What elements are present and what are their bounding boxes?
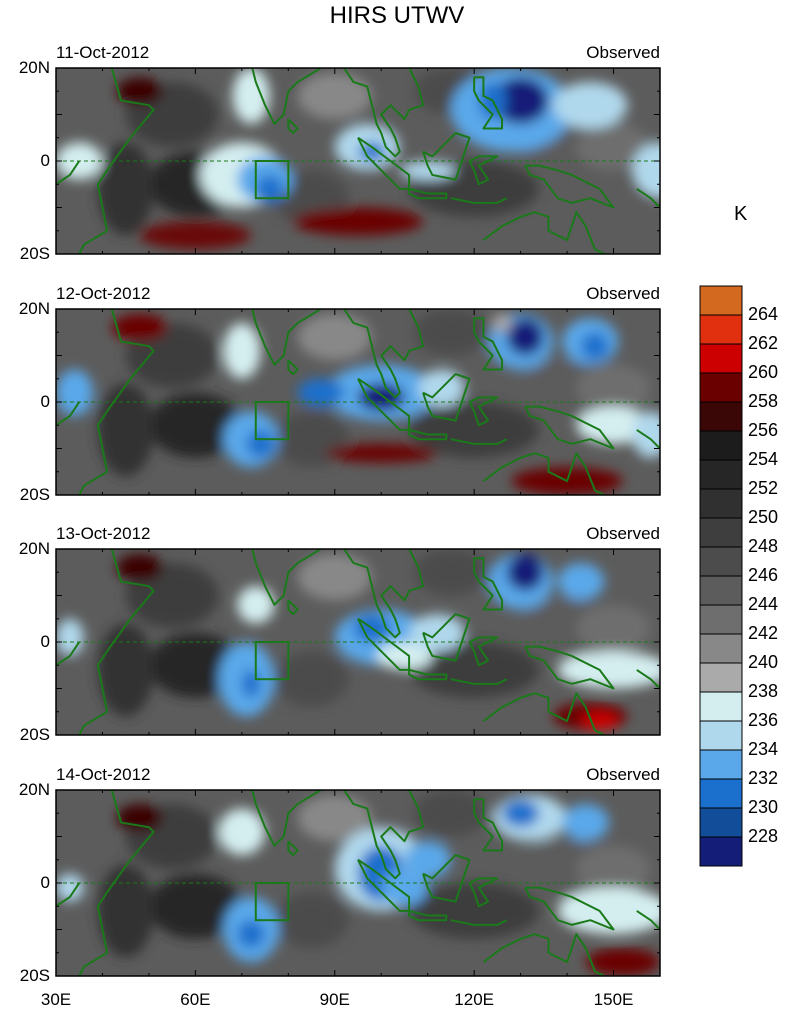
panel-label: Observed [586,524,660,543]
colorbar-level: 230 [748,797,779,817]
colorbar-level: 256 [748,420,779,440]
map-panel-2 [55,308,661,496]
colorbar-swatch [699,546,743,577]
colorbar-swatch [699,314,743,345]
lat-label: 20N [18,58,50,77]
colorbar-swatch [699,662,743,693]
colorbar-level: 228 [748,826,779,846]
lat-label: 20N [18,780,50,799]
study-box [254,160,290,200]
colorbar-level: 254 [748,449,779,469]
study-box [254,641,290,681]
colorbar-level: 236 [748,710,779,730]
panel-date: 11-Oct-2012 [56,43,150,62]
lat-label: 20S [19,485,50,504]
colorbar-level: 248 [748,536,779,556]
colorbar-swatch [699,372,743,403]
lon-label: 30E [40,990,72,1009]
colorbar-swatch [699,720,743,751]
coastlines [56,790,660,976]
colorbar-swatch [699,778,743,809]
map-panel-4 [55,789,661,977]
lat-label: 0 [40,151,50,170]
colorbar-swatch [699,285,743,316]
colorbar-level: 238 [748,681,779,701]
map-panel-3 [55,548,661,736]
colorbar-level: 246 [748,565,779,585]
colorbar-swatch [699,517,743,548]
study-box [254,401,290,441]
colorbar-unit: K [734,203,748,225]
map-panel-1 [55,67,661,255]
lat-label: 0 [40,392,50,411]
panel-label: Observed [586,43,660,62]
colorbar-level: 244 [748,594,779,614]
colorbar-level: 240 [748,652,779,672]
colorbar-level: 258 [748,391,779,411]
lat-label: 20N [18,299,50,318]
colorbar-swatch [699,343,743,374]
colorbar-swatch [699,488,743,519]
colorbar-swatch [699,749,743,780]
lat-label: 20S [19,725,50,744]
colorbar-swatch [699,401,743,432]
colorbar-level: 250 [748,507,779,527]
coastlines [56,549,660,735]
colorbar-level: 264 [748,304,779,324]
lat-label: 20S [19,244,50,263]
colorbar-swatch [699,836,743,867]
coastlines [56,309,660,495]
panel-date: 13-Oct-2012 [56,524,151,543]
colorbar-swatch [699,691,743,722]
panel-date: 12-Oct-2012 [56,284,151,303]
colorbar-swatch [699,459,743,490]
lon-label: 90E [319,990,350,1009]
panel-label: Observed [586,284,660,303]
lat-label: 0 [40,632,50,651]
colorbar-level: 232 [748,768,779,788]
study-box [254,882,290,922]
colorbar-level: 252 [748,478,779,498]
colorbar-swatch [699,430,743,461]
colorbar-level: 260 [748,362,779,382]
colorbar-level: 262 [748,333,779,353]
lat-label: 0 [40,873,50,892]
colorbar-swatch [699,807,743,838]
utwv-field [56,549,660,735]
colorbar-swatch [699,633,743,664]
colorbar-level: 234 [748,739,779,759]
panel-date: 14-Oct-2012 [56,765,151,784]
colorbar-swatch [699,604,743,635]
panel-label: Observed [586,765,660,784]
colorbar-level: 242 [748,623,779,643]
coastlines [56,68,660,254]
lat-label: 20S [19,966,50,985]
lon-label: 120E [454,990,494,1009]
lon-label: 150E [593,990,634,1009]
lat-label: 20N [18,539,50,558]
figure-title: HIRS UTWV [329,2,465,29]
colorbar-swatch [699,575,743,606]
lon-label: 60E [180,990,211,1009]
